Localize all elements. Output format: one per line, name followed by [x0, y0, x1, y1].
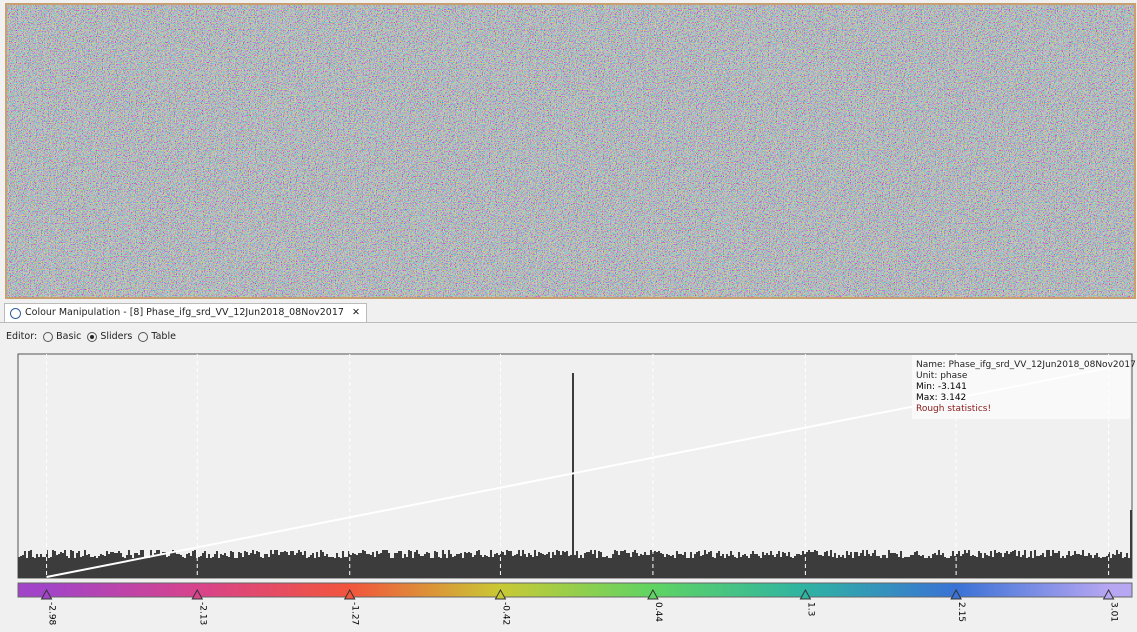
histogram-panel: Name: Phase_ifg_srd_VV_12Jun2018_08Nov20… — [0, 340, 1137, 632]
page: Colour Manipulation - [8] Phase_ifg_srd_… — [0, 0, 1137, 632]
image-tint — [7, 5, 1134, 297]
info-text: Unit: phase — [916, 371, 968, 381]
slider-label: -2.13 — [197, 602, 207, 625]
max_label: Max: — [916, 393, 938, 403]
slider-label: 2.15 — [956, 602, 966, 622]
info-text: Min: -3.141 — [916, 382, 967, 392]
colour-bar — [18, 583, 1132, 597]
slider-label: -1.27 — [350, 602, 360, 625]
image-view — [0, 0, 1137, 300]
info-text: Max: 3.142 — [916, 393, 966, 403]
slider-label: -2.98 — [47, 602, 57, 626]
max: 3.142 — [938, 393, 967, 403]
min: -3.141 — [935, 382, 967, 392]
min_label: Min: — [916, 382, 935, 392]
info-text: Name: Phase_ifg_srd_VV_12Jun2018_08Nov20… — [916, 360, 1136, 370]
tab[interactable]: Colour Manipulation - [8] Phase_ifg_srd_… — [4, 303, 367, 322]
tab-title: Colour Manipulation - [8] Phase_ifg_srd_… — [25, 307, 344, 318]
slider-label: -0.42 — [500, 602, 510, 625]
tab-line — [0, 322, 1137, 323]
slider-label: 0.44 — [653, 602, 663, 622]
slider-label: 1.3 — [805, 602, 815, 616]
warning: Rough statistics! — [916, 404, 991, 414]
tab-icon — [10, 308, 21, 319]
slider-label: 3.01 — [1109, 602, 1119, 622]
tab-close[interactable]: ✕ — [352, 307, 360, 318]
